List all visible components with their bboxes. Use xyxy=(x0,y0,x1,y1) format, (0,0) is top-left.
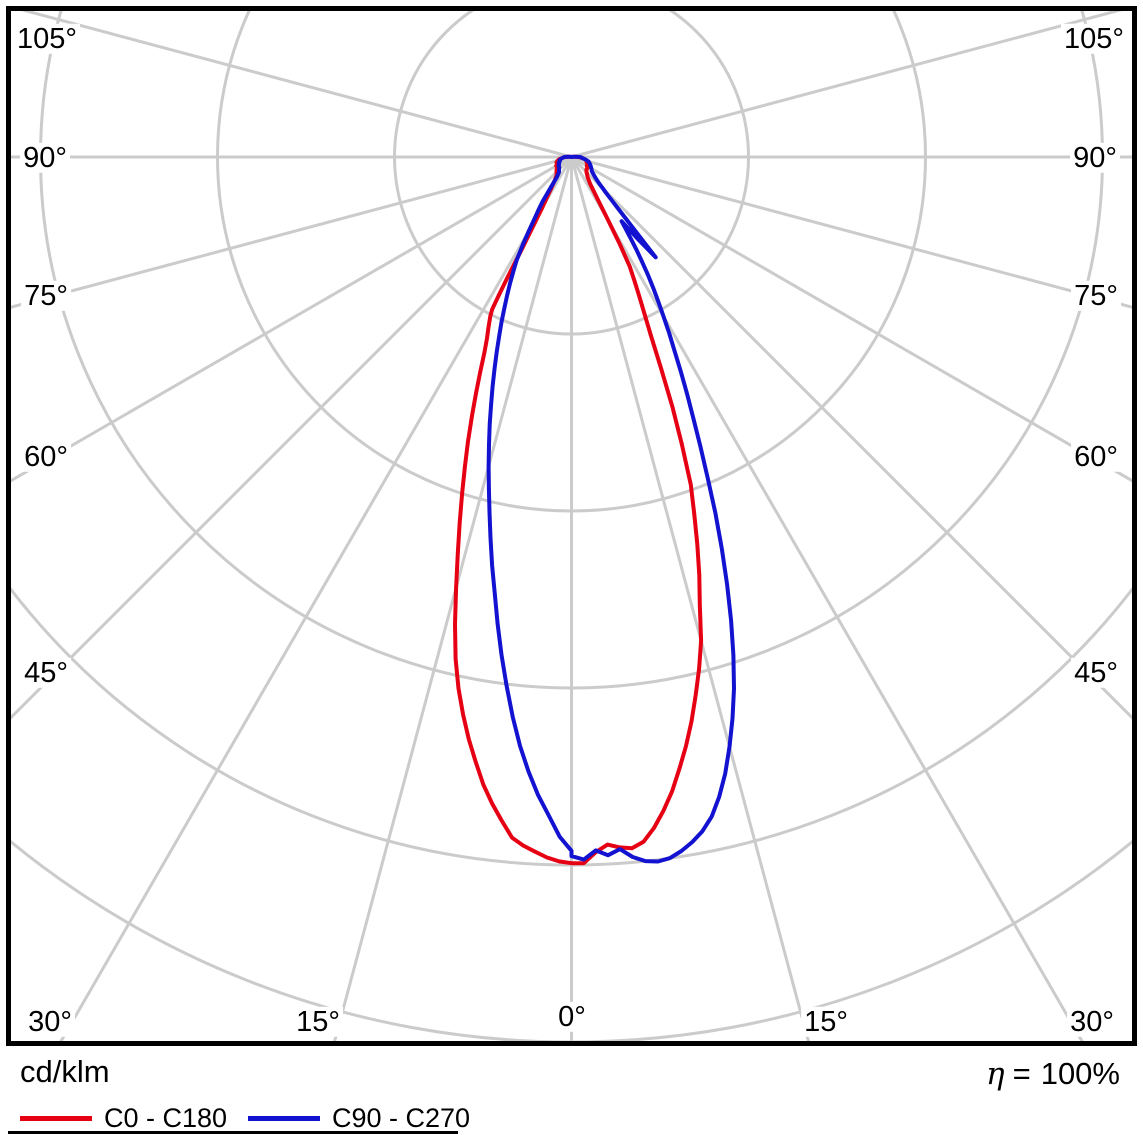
intensity-curves xyxy=(453,154,736,866)
angle-gridline xyxy=(571,11,1123,159)
angle-gridline xyxy=(20,11,572,159)
angle-gridline xyxy=(11,155,572,309)
eta-equals: = xyxy=(1012,1056,1031,1091)
footer-divider-line xyxy=(8,1131,458,1134)
legend-label-c90-c270: C90 - C270 xyxy=(332,1102,471,1133)
legend-entry-c0-c180: C0 - C180 xyxy=(20,1101,227,1135)
plot-border xyxy=(6,6,1137,1046)
efficiency-label: η = 100% xyxy=(986,1056,1120,1092)
angle-gridline xyxy=(59,156,573,1041)
legend-line-c0-c180 xyxy=(20,1115,92,1121)
angle-gridline xyxy=(333,156,573,1041)
angle-gridline xyxy=(11,155,573,483)
eta-symbol: η xyxy=(986,1056,1005,1092)
legend-label-c0-c180: C0 - C180 xyxy=(104,1102,228,1133)
legend-line-c90-c270 xyxy=(248,1115,320,1121)
angle-gridline xyxy=(570,155,1132,483)
eta-value: 100% xyxy=(1040,1056,1120,1091)
legend-entry-c90-c270: C90 - C270 xyxy=(248,1101,470,1135)
angle-gridline xyxy=(570,156,810,1041)
angle-gridline xyxy=(570,156,1084,1041)
unit-label: cd/klm xyxy=(20,1054,110,1089)
angle-gridline xyxy=(571,155,1132,309)
curve-C90-C270 xyxy=(486,154,736,864)
